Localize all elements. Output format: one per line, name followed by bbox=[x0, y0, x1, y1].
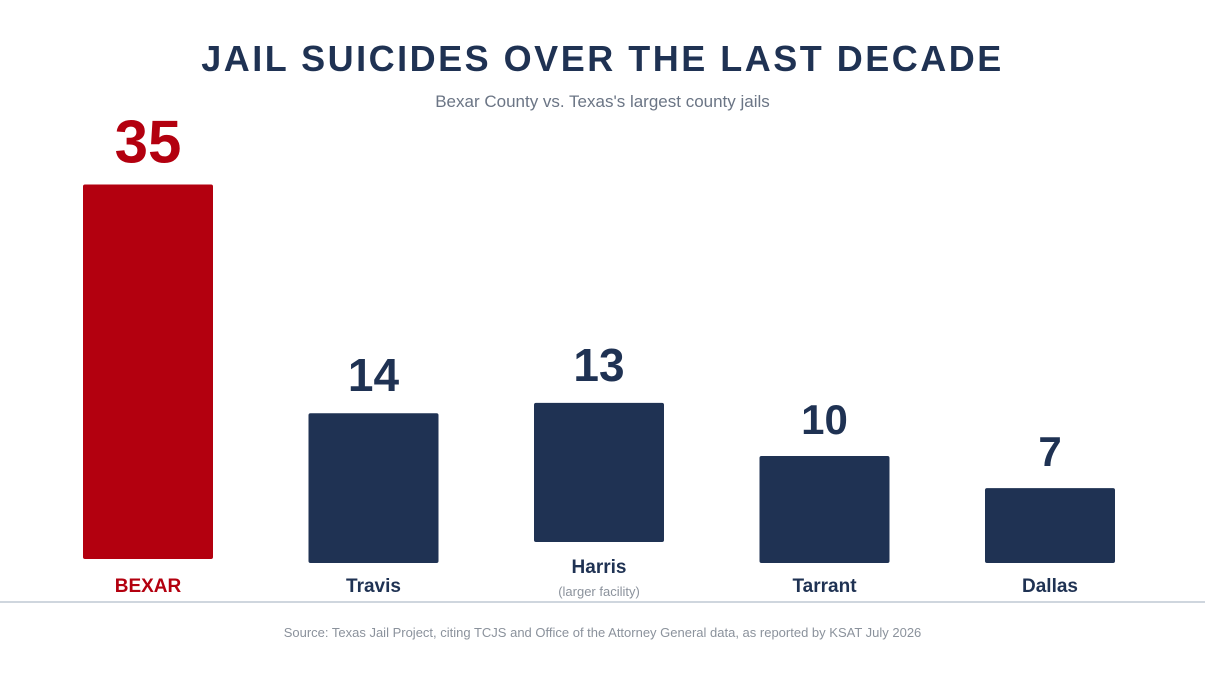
category-label-travis: Travis bbox=[346, 576, 401, 597]
category-label-tarrant: Tarrant bbox=[792, 576, 857, 597]
value-label-harris: 13 bbox=[573, 339, 624, 391]
bar-chart: 35 BEXAR 14 Travis 13 Harris (larger facility)… bbox=[0, 109, 1205, 603]
bar-tarrant bbox=[759, 456, 890, 563]
category-label-bexar: BEXAR bbox=[115, 576, 182, 597]
chart-subtitle: Bexar County vs. Texas's largest county … bbox=[435, 92, 770, 111]
bar-bexar bbox=[83, 184, 213, 559]
chart-title: JAIL SUICIDES OVER THE LAST DECADE bbox=[201, 38, 1004, 79]
value-label-dallas: 7 bbox=[1038, 428, 1061, 475]
bar-harris bbox=[534, 402, 664, 542]
value-label-tarrant: 10 bbox=[801, 396, 848, 443]
category-label-dallas: Dallas bbox=[1022, 576, 1078, 597]
value-label-bexar: 35 bbox=[115, 109, 182, 176]
bar-travis bbox=[308, 413, 439, 563]
category-note-harris: (larger facility) bbox=[558, 584, 640, 599]
category-label-harris: Harris bbox=[572, 557, 627, 578]
bar-dallas bbox=[985, 488, 1115, 563]
value-label-travis: 14 bbox=[348, 349, 400, 401]
source-note: Source: Texas Jail Project, citing TCJS … bbox=[283, 625, 922, 640]
